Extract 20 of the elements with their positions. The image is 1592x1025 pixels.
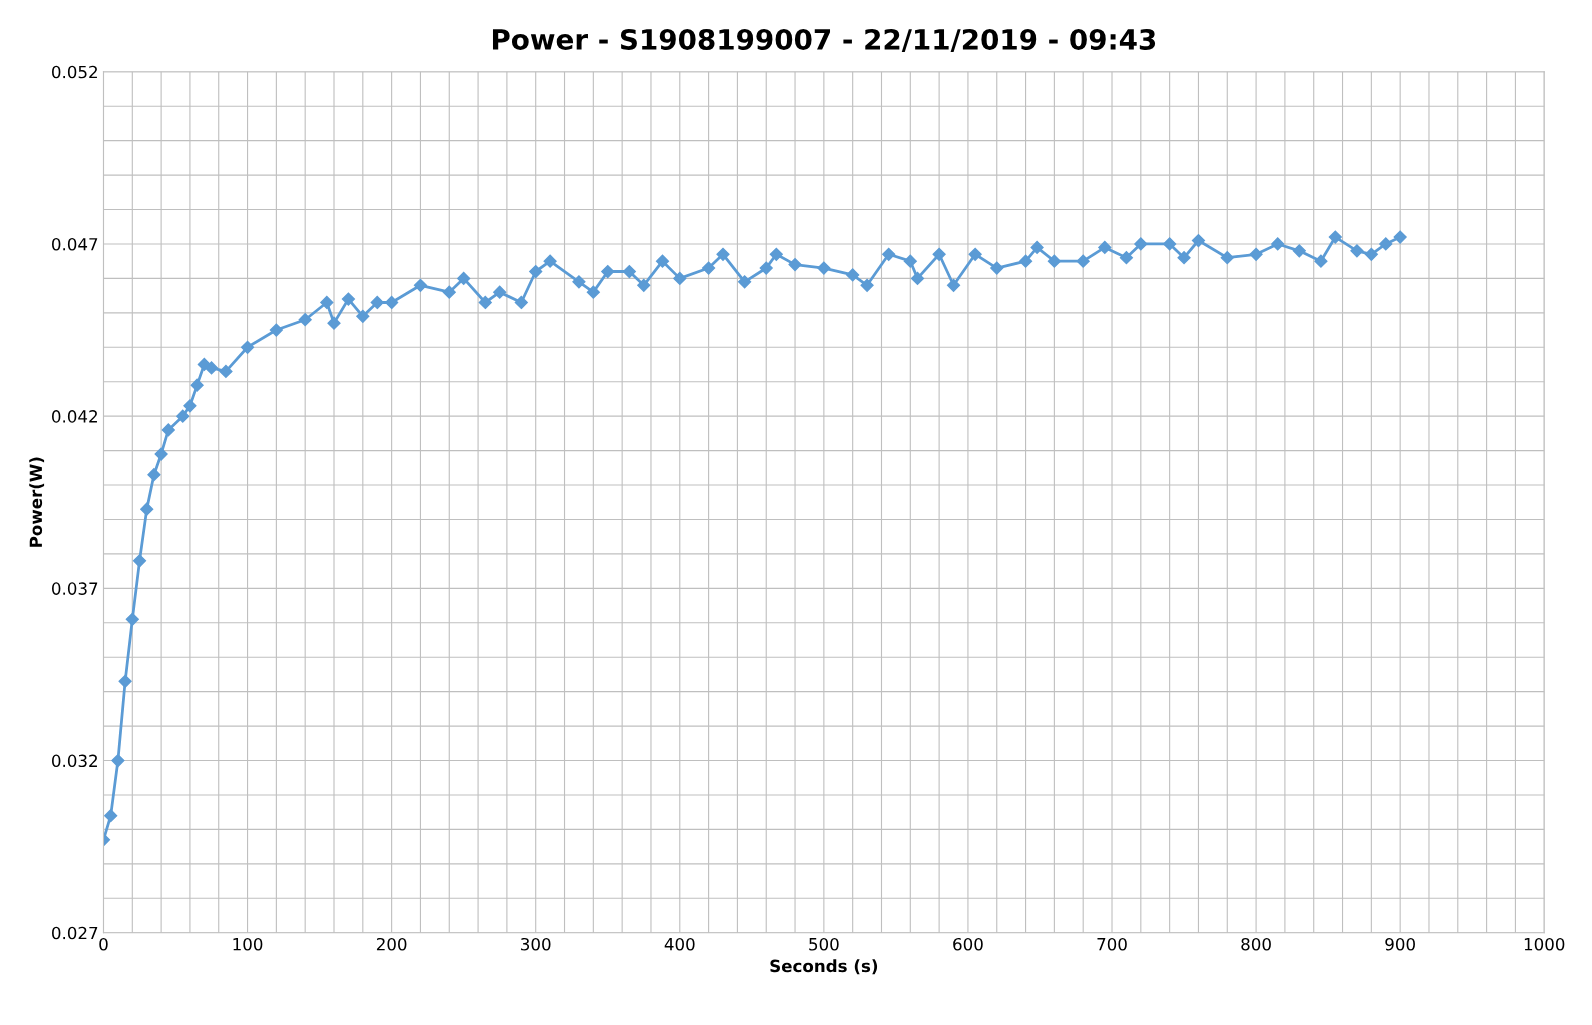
y-tick-label: 0.027 xyxy=(52,926,98,940)
x-tick-label: 700 xyxy=(1097,937,1127,951)
x-tick-label: 300 xyxy=(521,937,551,951)
x-tick-label: 200 xyxy=(376,937,407,951)
y-tick-label: 0.042 xyxy=(52,410,97,423)
x-tick-label: 100 xyxy=(233,937,263,951)
x-tick-label: 0 xyxy=(99,937,108,951)
chart-title: Power - S1908199007 - 22/11/2019 - 09:43 xyxy=(492,28,1156,53)
x-tick-label: 400 xyxy=(664,937,695,951)
y-tick-label: 0.037 xyxy=(52,582,98,595)
x-tick-label: 1000 xyxy=(1524,937,1565,951)
y-tick-label: 0.052 xyxy=(52,65,97,79)
x-tick-label: 900 xyxy=(1385,937,1415,951)
y-tick-label: 0.047 xyxy=(52,237,98,251)
x-tick-label: 600 xyxy=(953,937,983,951)
x-tick-label: 500 xyxy=(809,937,839,951)
y-tick-label: 0.032 xyxy=(52,754,97,768)
y-axis-title: Power(W) xyxy=(29,457,45,547)
x-tick-label: 800 xyxy=(1241,937,1271,951)
x-axis-title: Seconds (s) xyxy=(770,959,878,975)
